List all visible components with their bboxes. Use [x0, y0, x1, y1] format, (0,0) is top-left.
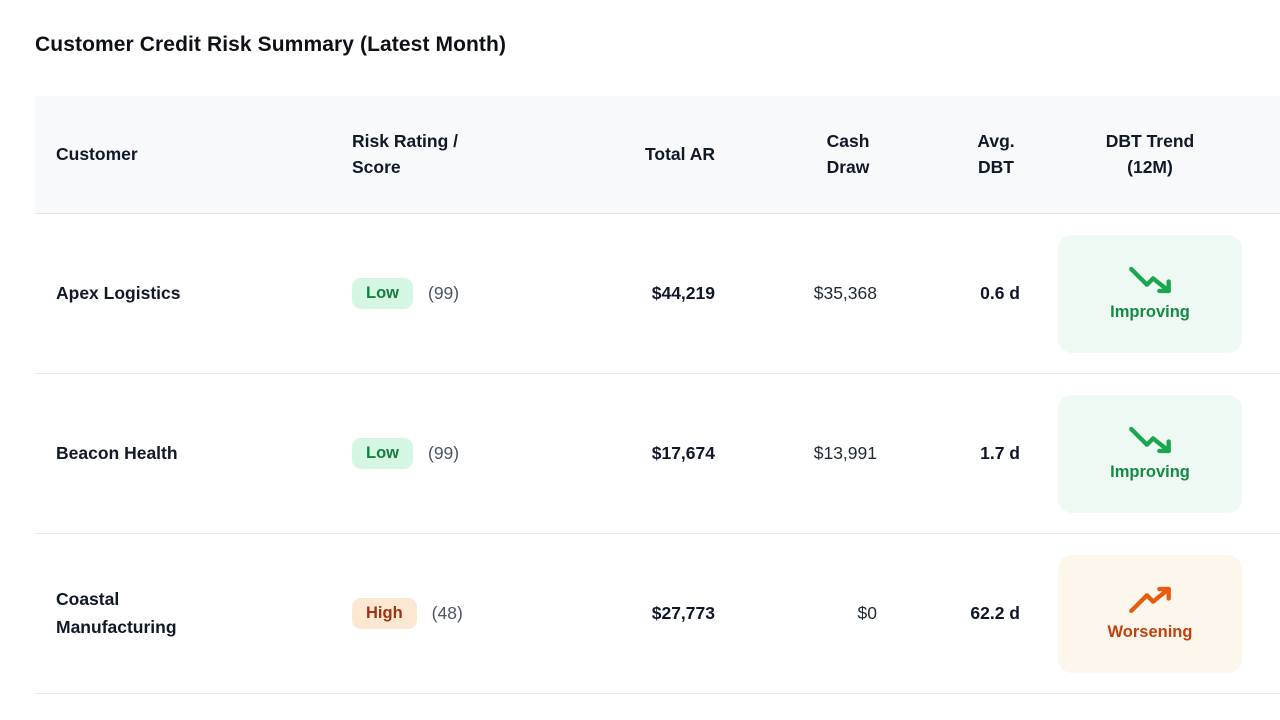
risk-rating-badge: Low: [352, 278, 413, 309]
avg-dbt-cell: 62.2 d: [877, 533, 1020, 694]
trend-label: Improving: [1110, 302, 1190, 321]
table-header: Customer Risk Rating / Score Total AR Ca…: [35, 96, 1280, 214]
customer-name-cell: Beacon Health: [35, 373, 330, 534]
cash-draw-cell: $13,991: [715, 373, 877, 534]
dbt-trend-cell: Improving: [1020, 213, 1280, 374]
col-header-avg-dbt: Avg. DBT: [877, 96, 1020, 214]
col-header-cash-draw: Cash Draw: [715, 96, 877, 214]
col-header-customer: Customer: [35, 96, 330, 214]
risk-rating-badge: Low: [352, 438, 413, 469]
trend-badge: Worsening: [1058, 554, 1242, 673]
trend-label: Improving: [1110, 462, 1190, 481]
dbt-trend-cell: Improving: [1020, 373, 1280, 534]
table-row: Beacon Health Low (99) $17,674 $13,991 1.…: [35, 373, 1280, 534]
risk-rating-cell: Low (99): [330, 213, 530, 374]
customer-name-cell: Apex Logistics: [35, 213, 330, 374]
avg-dbt-cell: 1.7 d: [877, 373, 1020, 534]
trend-icon: [1128, 586, 1172, 614]
risk-score: (48): [431, 603, 463, 623]
col-header-dbt-trend: DBT Trend (12M): [1020, 96, 1280, 214]
risk-rating-badge: High: [352, 598, 417, 629]
trend-icon: [1128, 426, 1172, 454]
risk-rating-cell: High (48): [330, 533, 530, 694]
avg-dbt-cell: 0.6 d: [877, 213, 1020, 374]
trend-label: Worsening: [1107, 622, 1193, 641]
credit-risk-table: Customer Risk Rating / Score Total AR Ca…: [35, 96, 1280, 694]
customer-name-cell: Coastal Manufacturing: [35, 533, 330, 694]
risk-score: (99): [428, 283, 460, 303]
col-header-total-ar: Total AR: [530, 96, 715, 214]
table-row: Coastal Manufacturing High (48) $27,773 $…: [35, 533, 1280, 694]
table-row: Apex Logistics Low (99) $44,219 $35,368 0…: [35, 213, 1280, 374]
trend-icon: [1128, 266, 1172, 294]
trending-down-icon: [1129, 266, 1171, 293]
total-ar-cell: $27,773: [530, 533, 715, 694]
dbt-trend-cell: Worsening: [1020, 533, 1280, 694]
trending-up-icon: [1129, 586, 1171, 613]
trending-down-icon: [1129, 426, 1171, 453]
total-ar-cell: $44,219: [530, 213, 715, 374]
page-title: Customer Credit Risk Summary (Latest Mon…: [35, 33, 507, 56]
trend-badge: Improving: [1058, 234, 1242, 353]
cash-draw-cell: $35,368: [715, 213, 877, 374]
total-ar-cell: $17,674: [530, 373, 715, 534]
risk-rating-cell: Low (99): [330, 373, 530, 534]
col-header-risk-rating: Risk Rating / Score: [330, 96, 530, 214]
trend-badge: Improving: [1058, 394, 1242, 513]
cash-draw-cell: $0: [715, 533, 877, 694]
risk-score: (99): [428, 443, 460, 463]
